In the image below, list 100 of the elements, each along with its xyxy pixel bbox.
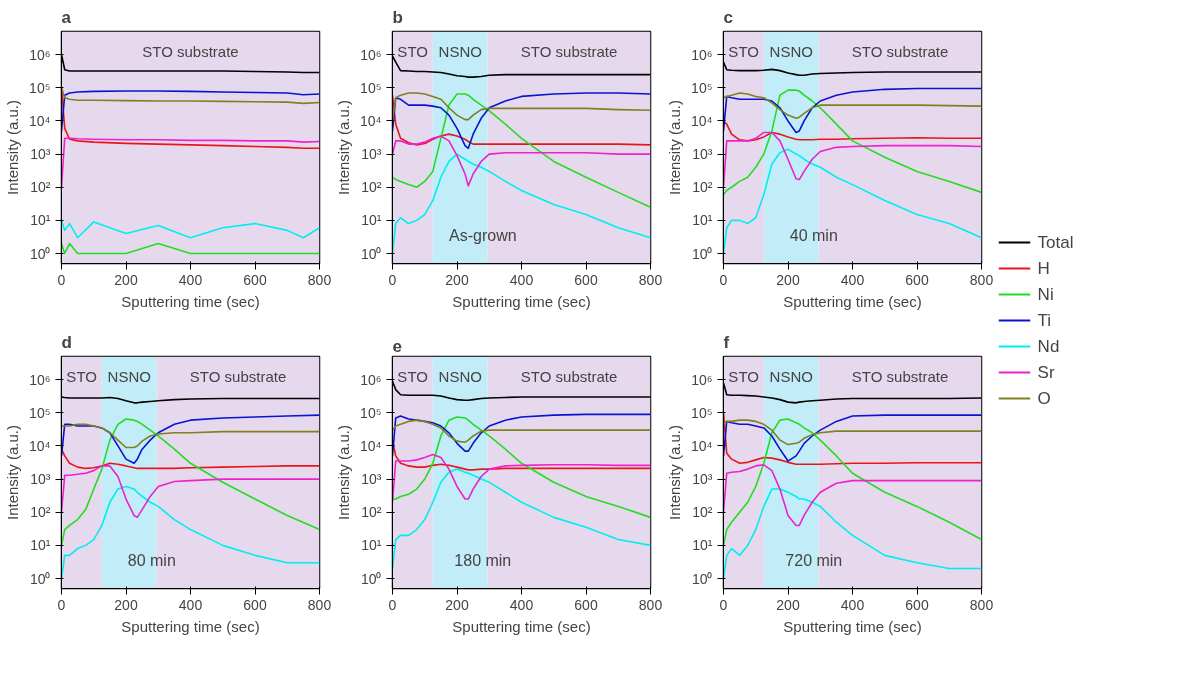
x-tick-label: 200 — [776, 271, 800, 288]
line-series — [392, 153, 651, 255]
annotation: 720 min — [785, 551, 843, 569]
y-tick-label: 10³ — [30, 146, 51, 163]
y-axis-title: Intensity (a.u.) — [665, 99, 683, 196]
band-label: NSNO — [769, 367, 813, 385]
x-tick-label: 800 — [969, 271, 994, 288]
y-tick-label: 10⁵ — [691, 79, 713, 96]
y-tick-label: 10¹ — [361, 537, 382, 554]
y-tick-label: 10⁰ — [360, 570, 382, 587]
line-series — [392, 419, 651, 443]
y-tick-label: 10¹ — [692, 537, 713, 554]
line-series — [61, 87, 320, 105]
y-tick-label: 10⁶ — [360, 46, 382, 63]
y-tick-label: 10⁰ — [29, 570, 51, 587]
line-series — [723, 89, 982, 196]
x-tick-label: 200 — [445, 271, 469, 288]
y-tick-label: 10¹ — [30, 537, 51, 554]
y-tick-label: 10² — [30, 179, 51, 196]
x-tick-label: 800 — [638, 271, 663, 288]
y-tick-label: 10⁴ — [28, 437, 51, 454]
line-series — [392, 92, 651, 122]
band-label: STO — [397, 42, 428, 60]
band-label: STO substrate — [520, 42, 618, 60]
y-axis-title: Intensity (a.u.) — [665, 424, 683, 521]
legend-label: Nd — [1037, 337, 1060, 356]
x-tick-label: 800 — [307, 596, 332, 613]
line-series — [392, 413, 651, 457]
y-tick-label: 10⁵ — [29, 79, 51, 96]
line-series — [61, 418, 320, 547]
legend-label: Total — [1037, 233, 1074, 252]
x-axis-title: Sputtering time (sec) — [783, 617, 922, 635]
chart-title: d — [61, 332, 72, 352]
y-tick-label: 10⁰ — [29, 245, 51, 262]
x-tick-label: 400 — [178, 596, 203, 613]
legend-label: Ti — [1037, 311, 1052, 330]
x-tick-label: 800 — [307, 271, 332, 288]
band-label: STO — [66, 367, 97, 385]
x-tick-label: 600 — [574, 596, 598, 613]
x-axis-title: Sputtering time (sec) — [783, 292, 922, 310]
line-series — [723, 148, 982, 255]
chart-title: b — [392, 7, 403, 27]
line-series — [723, 92, 982, 120]
x-tick-label: 400 — [509, 271, 534, 288]
y-tick-label: 10¹ — [692, 212, 713, 229]
x-axis-title: Sputtering time (sec) — [452, 617, 591, 635]
x-tick-label: 200 — [114, 596, 138, 613]
y-tick-label: 10³ — [692, 146, 713, 163]
line-series — [61, 219, 320, 239]
y-tick-label: 10⁶ — [29, 46, 51, 63]
y-tick-label: 10³ — [692, 471, 713, 488]
x-tick-label: 0 — [388, 271, 397, 288]
line-series — [723, 120, 982, 142]
line-series — [61, 90, 320, 132]
band-label: STO — [728, 367, 759, 385]
y-tick-label: 10⁴ — [359, 112, 382, 129]
y-tick-label: 10⁶ — [29, 371, 51, 388]
y-tick-label: 10² — [361, 179, 382, 196]
x-axis-title: Sputtering time (sec) — [121, 292, 260, 310]
y-tick-label: 10⁴ — [359, 437, 382, 454]
y-tick-label: 10² — [692, 504, 713, 521]
y-tick-label: 10³ — [361, 471, 382, 488]
x-tick-label: 800 — [969, 596, 994, 613]
y-tick-label: 10⁴ — [28, 112, 51, 129]
annotation: As-grown — [449, 226, 517, 244]
x-tick-label: 0 — [719, 271, 728, 288]
line-series — [392, 468, 651, 570]
y-tick-label: 10² — [30, 504, 51, 521]
line-series — [723, 464, 982, 527]
band-label: NSNO — [769, 42, 813, 60]
band-label: STO substrate — [851, 367, 949, 385]
chart-title: f — [723, 332, 730, 352]
x-tick-label: 400 — [840, 271, 865, 288]
line-series — [392, 416, 651, 519]
y-axis-title: Intensity (a.u.) — [334, 424, 352, 521]
y-tick-label: 10⁶ — [360, 371, 382, 388]
chart-title: c — [723, 7, 733, 27]
band-label: NSNO — [438, 367, 482, 385]
chart-title: e — [392, 336, 402, 356]
x-tick-label: 800 — [638, 596, 663, 613]
x-tick-label: 200 — [776, 596, 800, 613]
line-series — [61, 485, 320, 580]
y-tick-label: 10⁰ — [691, 570, 713, 587]
line-series — [392, 135, 651, 187]
y-tick-label: 10² — [692, 179, 713, 196]
x-tick-label: 600 — [905, 596, 929, 613]
y-tick-label: 10⁰ — [691, 245, 713, 262]
legend-label: H — [1037, 259, 1050, 278]
y-tick-label: 10² — [361, 504, 382, 521]
y-tick-label: 10¹ — [30, 212, 51, 229]
band-label: STO substrate — [851, 42, 949, 60]
x-tick-label: 0 — [57, 271, 66, 288]
y-tick-label: 10⁵ — [691, 404, 713, 421]
x-tick-label: 400 — [178, 271, 203, 288]
legend-label: Sr — [1037, 363, 1055, 382]
annotation: 180 min — [454, 551, 512, 569]
line-series — [61, 414, 320, 465]
annotation: 40 min — [789, 226, 838, 244]
line-series — [392, 93, 651, 208]
x-tick-label: 600 — [574, 271, 598, 288]
